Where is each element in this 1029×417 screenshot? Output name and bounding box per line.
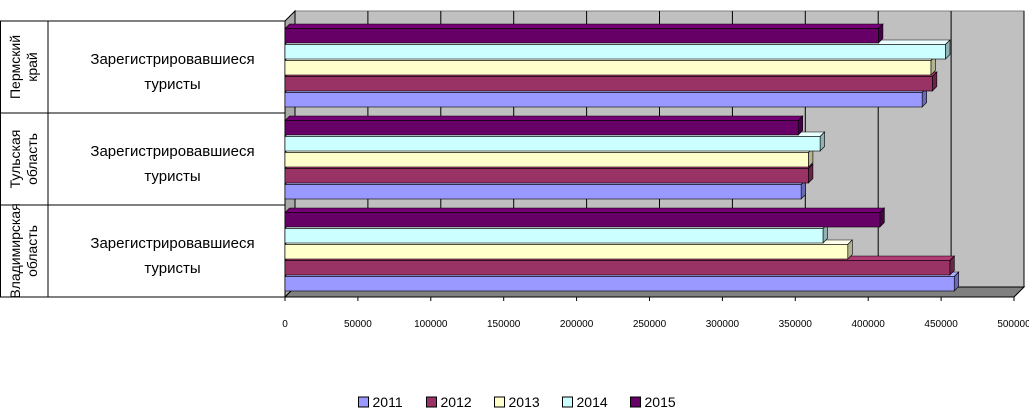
bar	[284, 228, 824, 244]
region-label: Тульскаяобласть	[7, 130, 40, 189]
x-tick-label: 300000	[706, 319, 740, 330]
region-label-line: Тульская	[7, 130, 23, 189]
category-label-line: Зарегистрировавшиеся	[90, 235, 254, 252]
bar	[284, 168, 809, 184]
category-label: Зарегистрировавшиеся туристы	[90, 235, 254, 277]
x-tick-label: 350000	[779, 319, 813, 330]
legend-swatch	[494, 396, 505, 408]
x-tick-label: 500000	[997, 319, 1029, 330]
x-tick-label: 0	[282, 319, 288, 330]
bar	[284, 260, 951, 276]
region-label: Владимирскаяобласть	[7, 203, 40, 298]
legend-swatch	[562, 396, 573, 408]
x-tick-label: 100000	[414, 319, 448, 330]
bar	[284, 276, 955, 292]
bar	[284, 44, 946, 60]
category-label-line: туристы	[144, 168, 200, 185]
x-tick-label: 200000	[560, 319, 594, 330]
bar-top-face	[284, 115, 804, 121]
x-tick-label: 450000	[924, 319, 958, 330]
x-tick-label: 150000	[487, 319, 521, 330]
legend-label: 2012	[441, 394, 472, 410]
bar	[284, 60, 932, 76]
category-label: Зарегистрировавшиеся туристы	[90, 143, 254, 185]
legend-swatch	[426, 396, 437, 408]
bar-top-face	[284, 23, 884, 29]
region-label-line: Пермский	[7, 35, 23, 99]
bar	[284, 136, 821, 152]
bar	[284, 152, 809, 168]
legend-label: 2011	[373, 394, 403, 410]
region-label: Пермскийкрай	[7, 35, 40, 99]
legend-label: 2015	[645, 394, 676, 410]
bar	[284, 212, 881, 228]
region-label-line: Владимирская	[7, 203, 23, 298]
x-tick-label: 400000	[852, 319, 886, 330]
category-label-line: туристы	[144, 76, 200, 93]
bar	[284, 76, 933, 92]
x-tick-label: 250000	[633, 319, 667, 330]
bar	[284, 184, 802, 200]
legend-label: 2013	[509, 394, 540, 410]
category-label-line: Зарегистрировавшиеся	[90, 143, 254, 160]
bar-top-face	[284, 207, 886, 213]
legend-swatch	[358, 396, 369, 408]
bar	[284, 28, 879, 44]
category-label-line: туристы	[144, 260, 200, 277]
region-label-line: область	[24, 133, 40, 185]
x-tick-label: 50000	[344, 319, 372, 330]
region-label-line: край	[24, 52, 40, 82]
category-label: Зарегистрировавшиеся туристы	[90, 51, 254, 93]
category-label-line: Зарегистрировавшиеся	[90, 51, 254, 68]
region-label-line: область	[24, 225, 40, 277]
bar	[284, 120, 799, 136]
legend-label: 2014	[577, 394, 608, 410]
bar	[284, 92, 923, 108]
legend-swatch	[630, 396, 641, 408]
bar	[284, 244, 849, 260]
